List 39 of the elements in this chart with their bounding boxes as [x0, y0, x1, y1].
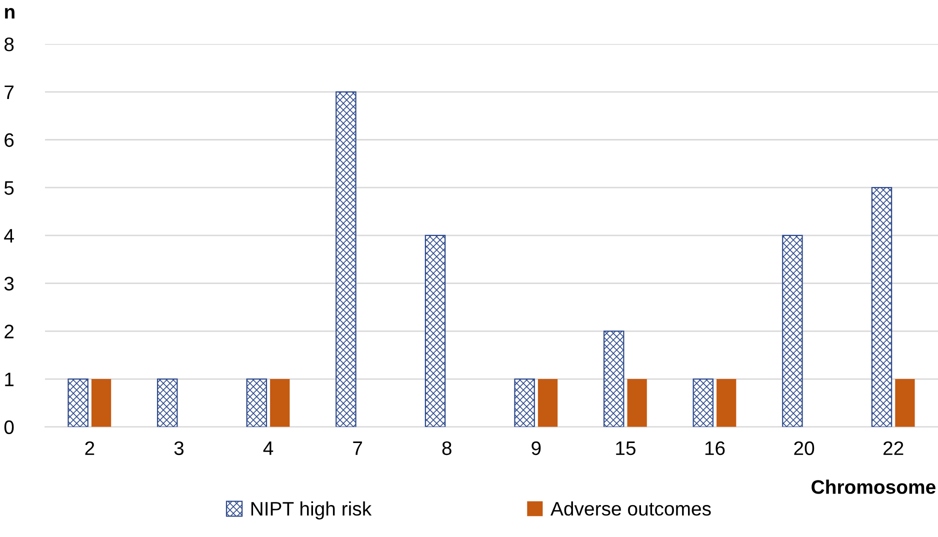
y-tick-label: 8: [4, 38, 14, 52]
bar: [91, 379, 112, 427]
y-tick-label: 2: [4, 324, 14, 338]
bar: [156, 378, 178, 427]
y-tick-label: 7: [4, 86, 14, 99]
y-tick-label: 1: [5, 372, 14, 386]
bar: [603, 330, 624, 427]
y-tick-label: 4: [4, 229, 14, 243]
x-tick-label: 2: [85, 441, 94, 455]
bar: [424, 234, 446, 427]
bar: [538, 379, 558, 427]
bar: [692, 378, 714, 427]
x-tick-label: 20: [794, 441, 814, 456]
y-tick-label: 6: [4, 133, 14, 147]
legend-label: NIPT high risk: [251, 501, 372, 520]
x-tick-label: 22: [884, 441, 904, 455]
y-axis-title: n: [5, 8, 14, 18]
bar: [336, 91, 356, 427]
bar: [782, 234, 803, 427]
bar: [270, 379, 290, 427]
y-tick-label: 3: [4, 276, 14, 291]
bar: [514, 378, 535, 427]
bar: [246, 378, 268, 427]
bar: [627, 379, 647, 427]
x-tick-label: 16: [705, 441, 725, 456]
x-tick-label: 9: [532, 441, 541, 456]
x-tick-label: 7: [353, 442, 362, 455]
x-tick-label: 8: [442, 441, 452, 456]
x-tick-label: 4: [263, 442, 274, 455]
x-tick-label: 3: [174, 441, 184, 456]
bar: [895, 379, 915, 427]
y-tick-label: 0: [4, 420, 14, 434]
y-tick-label: 5: [4, 181, 14, 195]
bar: [68, 378, 88, 427]
x-tick-label: 15: [616, 442, 636, 456]
bar: [716, 379, 736, 427]
bar: [871, 187, 892, 427]
x-axis-title: Chromosome: [812, 480, 936, 494]
legend-label: Adverse outcomes: [550, 501, 711, 516]
